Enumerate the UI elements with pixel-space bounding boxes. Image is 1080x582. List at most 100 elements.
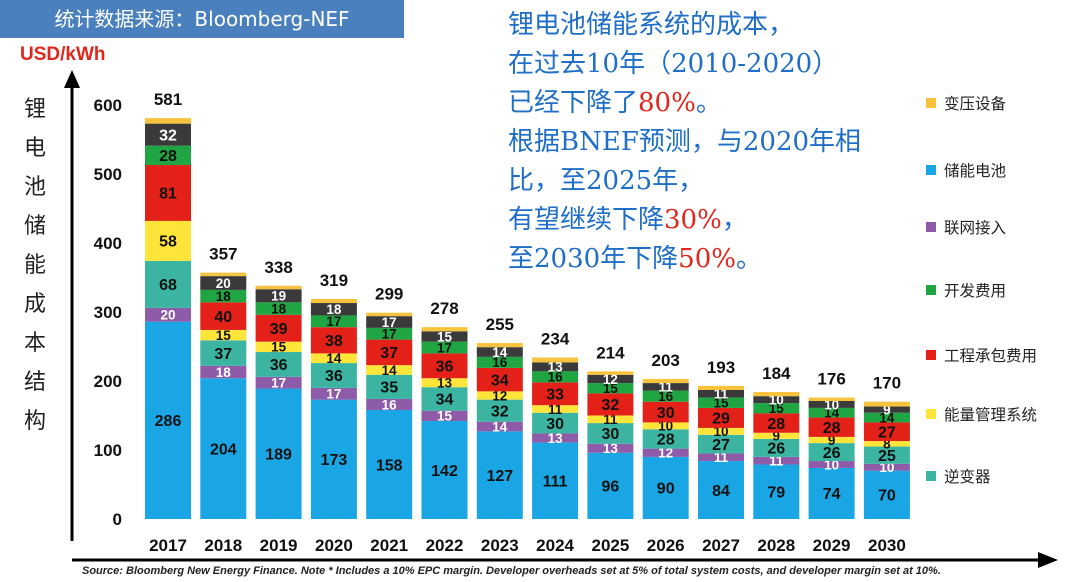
bar-segment-other bbox=[200, 276, 247, 290]
bar-segment-label: 70 bbox=[878, 488, 896, 505]
bar-segment-inverter bbox=[255, 352, 302, 377]
bar-segment-inverter bbox=[863, 446, 910, 464]
x-tick-label: 2021 bbox=[370, 536, 408, 555]
bar-segment-label: 17 bbox=[271, 376, 286, 391]
bar-segment-label: 37 bbox=[214, 346, 232, 363]
bar-total-label: 319 bbox=[320, 271, 348, 290]
annotation-text-part: 。 bbox=[735, 244, 762, 274]
bar-segment-other bbox=[587, 374, 634, 384]
bar-segment-other bbox=[642, 383, 689, 391]
bar-segment-ems bbox=[200, 329, 247, 341]
legend-swatch bbox=[926, 350, 936, 360]
bar-segment-label: 14 bbox=[326, 351, 342, 366]
bar-segment-other bbox=[145, 123, 191, 146]
annotation-line: 已经下降了80%。 bbox=[508, 84, 928, 123]
bar-segment-dev bbox=[808, 407, 855, 418]
bar-segment-label: 13 bbox=[603, 441, 619, 456]
bar-segment-label: 17 bbox=[437, 340, 452, 355]
x-tick-label: 2027 bbox=[702, 536, 740, 555]
bar-segment-dev bbox=[200, 289, 247, 303]
bar-segment-label: 17 bbox=[382, 327, 397, 342]
bar-segment-label: 27 bbox=[712, 437, 730, 454]
bar-segment-battery bbox=[255, 388, 302, 519]
legend-swatch bbox=[926, 409, 936, 419]
bar-segment-battery bbox=[310, 399, 357, 519]
bar-total-label: 234 bbox=[541, 330, 570, 349]
bar-segment-label: 127 bbox=[486, 468, 513, 485]
bar-segment-epc bbox=[642, 401, 689, 423]
bar-segment-label: 17 bbox=[382, 315, 397, 330]
x-tick-label: 2028 bbox=[757, 536, 795, 555]
source-footnote: Source: Bloomberg New Energy Finance. No… bbox=[82, 565, 941, 577]
bar-segment-label: 40 bbox=[214, 309, 232, 326]
bar-segment-ems bbox=[310, 353, 357, 364]
y-tick-label: 600 bbox=[94, 96, 122, 115]
legend-label: 联网接入 bbox=[944, 219, 1007, 237]
bar-segment-grid bbox=[200, 365, 247, 379]
x-tick-label: 2025 bbox=[591, 536, 629, 555]
legend-swatch bbox=[926, 222, 936, 232]
bar-segment-label: 17 bbox=[326, 387, 341, 402]
bar-segment-ems bbox=[255, 341, 302, 353]
bar-segment-epc bbox=[310, 327, 357, 354]
bar-segment-label: 74 bbox=[823, 486, 841, 503]
bar-segment-epc bbox=[753, 413, 800, 433]
bar-segment-battery bbox=[642, 456, 689, 519]
bar-segment-label: 33 bbox=[546, 387, 564, 404]
bar-segment-epc bbox=[145, 165, 191, 221]
bar-total-label: 278 bbox=[430, 299, 458, 318]
bar-segment-grid bbox=[808, 461, 855, 468]
bar-segment-transformer bbox=[366, 312, 413, 317]
legend-label: 储能电池 bbox=[944, 162, 1007, 180]
bar-segment-grid bbox=[587, 443, 634, 453]
bar-segment-label: 10 bbox=[713, 424, 728, 439]
bar-segment-label: 17 bbox=[326, 314, 341, 329]
annotation-line: 有望继续下降30%， bbox=[508, 201, 928, 240]
y-tick-label: 200 bbox=[94, 372, 122, 391]
bar-segment-transformer bbox=[532, 357, 579, 363]
annotation-text-part: 已经下降了 bbox=[508, 88, 639, 118]
bar-segment-transformer bbox=[421, 327, 468, 332]
bar-segment-transformer bbox=[642, 378, 689, 384]
x-tick-label: 2026 bbox=[647, 536, 685, 555]
bar-segment-label: 15 bbox=[437, 409, 453, 424]
bar-segment-label: 25 bbox=[878, 448, 896, 465]
bar-segment-label: 34 bbox=[491, 372, 509, 389]
bar-segment-label: 11 bbox=[548, 402, 563, 417]
x-tick-label: 2024 bbox=[536, 536, 574, 555]
bar-segment-label: 10 bbox=[769, 392, 784, 407]
bar-segment-label: 28 bbox=[823, 420, 841, 437]
bar-segment-label: 10 bbox=[824, 457, 839, 472]
bar-total-label: 338 bbox=[264, 258, 292, 277]
bar-segment-label: 14 bbox=[492, 345, 508, 360]
x-tick-label: 2022 bbox=[426, 536, 464, 555]
bar-segment-ems bbox=[698, 427, 744, 435]
bar-total-label: 299 bbox=[375, 285, 403, 304]
bar-segment-label: 10 bbox=[879, 460, 894, 475]
bar-segment-dev bbox=[145, 145, 191, 166]
bar-segment-dev bbox=[366, 327, 413, 340]
bar-segment-label: 14 bbox=[879, 410, 895, 425]
bar-segment-label: 16 bbox=[658, 389, 674, 404]
bar-segment-battery bbox=[366, 409, 413, 519]
bar-segment-label: 18 bbox=[216, 289, 232, 304]
bar-segment-other bbox=[255, 289, 302, 303]
bar-segment-label: 14 bbox=[492, 419, 508, 434]
bar-segment-transformer bbox=[698, 385, 744, 390]
bar-segment-ems bbox=[587, 415, 634, 424]
legend-swatch bbox=[926, 165, 936, 175]
bar-segment-label: 11 bbox=[769, 454, 784, 469]
bar-segment-label: 79 bbox=[767, 485, 785, 502]
bar-segment-ems bbox=[532, 405, 579, 413]
bar-segment-label: 96 bbox=[602, 479, 620, 496]
bar-segment-label: 15 bbox=[216, 328, 232, 343]
bar-segment-battery bbox=[587, 452, 634, 519]
bar-segment-transformer bbox=[863, 401, 910, 407]
bar-segment-label: 16 bbox=[548, 370, 564, 385]
bar-segment-label: 13 bbox=[437, 376, 453, 391]
bar-segment-other bbox=[421, 331, 468, 342]
bar-segment-battery bbox=[421, 421, 468, 519]
x-axis-arrow bbox=[1038, 552, 1058, 568]
bar-segment-inverter bbox=[587, 423, 634, 444]
